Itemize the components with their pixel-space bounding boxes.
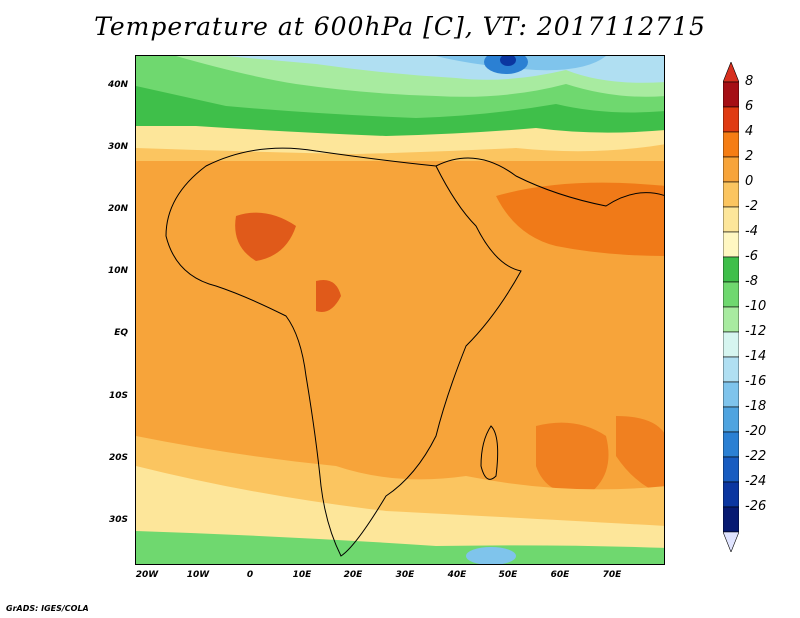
- warm-core-sahel: [235, 212, 296, 261]
- lon-tick-10w: 10W: [186, 570, 210, 580]
- lon-tick-60e: 60E: [550, 570, 570, 580]
- colorbar-swatch: [723, 306, 739, 333]
- band-south-minus8: [136, 531, 664, 564]
- colorbar-label: -6: [745, 249, 758, 264]
- colorbar-swatch: [723, 156, 739, 183]
- temperature-map: [135, 55, 665, 565]
- colorbar-label: -20: [745, 424, 767, 439]
- grads-credit: GrADS: IGES/COLA: [6, 604, 89, 613]
- lon-tick-40e: 40E: [447, 570, 467, 580]
- colorbar-swatch: [723, 81, 739, 108]
- colorbar-label: -14: [745, 349, 767, 364]
- lat-tick-20s: 20S: [108, 453, 128, 463]
- cold-core-inner: [500, 56, 516, 66]
- colorbar-label: -8: [745, 274, 758, 289]
- colorbar-swatch: [723, 206, 739, 233]
- colorbar-swatch: [723, 281, 739, 308]
- colorbar-swatch: [723, 231, 739, 258]
- lat-tick-10s: 10S: [108, 391, 128, 401]
- warm-core-arabia: [496, 182, 664, 256]
- colorbar-label: 6: [745, 99, 754, 114]
- lon-tick-70e: 70E: [602, 570, 622, 580]
- lat-tick-10n: 10N: [107, 266, 128, 276]
- colorbar-swatch: [723, 356, 739, 383]
- colorbar-label: -26: [745, 499, 767, 514]
- colorbar-label: -12: [745, 324, 767, 339]
- colorbar-label: -2: [745, 199, 758, 214]
- africa-coastline: [165, 147, 522, 557]
- lon-tick-50e: 50E: [498, 570, 518, 580]
- colorbar-label: -16: [745, 374, 767, 389]
- warm-core-indian2: [616, 416, 664, 496]
- lon-tick-30e: 30E: [395, 570, 415, 580]
- lon-tick-20e: 20E: [343, 570, 363, 580]
- warm-core-congo: [316, 280, 341, 312]
- chart-title: Temperature at 600hPa [C], VT: 201711271…: [94, 12, 706, 41]
- colorbar-swatch: [723, 381, 739, 408]
- cold-core-south: [466, 547, 516, 564]
- colorbar-swatch: [723, 256, 739, 283]
- colorbar-swatch: [723, 456, 739, 483]
- colorbar-label: -10: [745, 299, 767, 314]
- lat-tick-eq: EQ: [114, 328, 128, 338]
- colorbar-swatch: [723, 106, 739, 133]
- lon-tick-20w: 20W: [135, 570, 159, 580]
- colorbar-label: 0: [745, 174, 754, 189]
- colorbar-label: -18: [745, 399, 767, 414]
- colorbar-swatch: [723, 481, 739, 508]
- colorbar-swatch: [723, 181, 739, 208]
- arabia-coastline: [435, 157, 664, 207]
- warm-core-indian1: [536, 422, 609, 496]
- lon-tick-0: 0: [246, 570, 254, 580]
- madagascar-outline: [480, 425, 499, 480]
- colorbar-swatch: [723, 431, 739, 458]
- colorbar-swatch: [723, 506, 739, 533]
- colorbar: [723, 62, 739, 552]
- colorbar-swatch: [723, 131, 739, 158]
- colorbar-label: -24: [745, 474, 767, 489]
- colorbar-swatch: [723, 406, 739, 433]
- colorbar-label: -22: [745, 449, 767, 464]
- colorbar-label: 2: [745, 149, 754, 164]
- lat-tick-30s: 30S: [108, 515, 128, 525]
- colorbar-label: 4: [745, 124, 754, 139]
- colorbar-label: -4: [745, 224, 758, 239]
- colorbar-label: 8: [745, 74, 754, 89]
- lat-tick-30n: 30N: [107, 142, 128, 152]
- lon-tick-10e: 10E: [292, 570, 312, 580]
- colorbar-bottom-arrow: [723, 531, 739, 552]
- lat-tick-40n: 40N: [107, 80, 128, 90]
- colorbar-swatch: [723, 331, 739, 358]
- lat-tick-20n: 20N: [107, 204, 128, 214]
- colorbar-top-arrow: [723, 62, 739, 83]
